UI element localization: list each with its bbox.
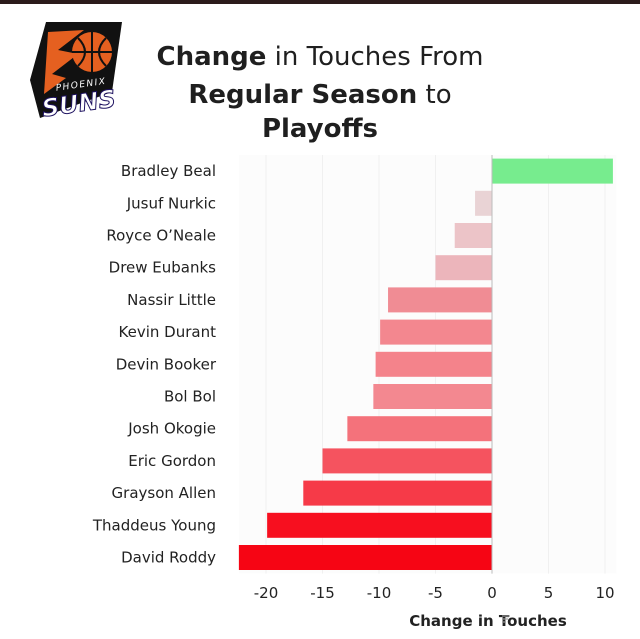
category-label: Josh Okogie [127,420,216,438]
title-word-change: Change [156,42,267,72]
x-tick-label: 10 [595,584,614,602]
category-label: Drew Eubanks [109,259,217,277]
category-label: Royce O’Neale [106,227,216,245]
category-label: Grayson Allen [112,484,216,502]
bar [380,319,492,345]
sort-descending-icon[interactable] [502,615,510,623]
category-label: David Roddy [121,549,216,567]
bar [373,384,492,409]
bar [375,351,492,377]
title-word-playoffs: Playoffs [261,114,379,144]
title-text-in-touches-from: in Touches From [266,42,484,72]
bar [454,223,492,248]
bar [303,480,492,506]
bar [347,416,492,442]
bar [475,190,492,216]
bar [322,448,492,474]
bar [238,545,492,570]
bar [492,158,613,184]
x-tick-label: 5 [544,584,554,602]
category-label: Bradley Beal [121,162,216,180]
category-label: Devin Booker [116,355,217,373]
category-label: Thaddeus Young [92,516,216,534]
category-label: Kevin Durant [119,323,217,341]
phoenix-suns-logo: PHOENIX SUNS [30,22,122,120]
title-word-to: to [417,80,452,110]
top-rule [0,0,640,4]
x-tick-label: -15 [310,584,335,602]
x-tick-label: -5 [428,584,443,602]
chart-title-line-1: Change in Touches From [130,40,510,74]
x-tick-label: -20 [254,584,279,602]
bar [388,287,492,313]
bar [267,512,492,538]
x-tick-label: 0 [487,584,497,602]
category-label: Bol Bol [164,388,216,406]
basketball-seams-icon [72,32,112,72]
category-label: Nassir Little [127,291,216,309]
logo-main-text: SUNS [40,85,117,120]
x-tick-label: -10 [367,584,392,602]
bar [435,255,492,281]
category-label: Eric Gordon [128,452,216,470]
title-word-regular-season: Regular Season [188,80,418,110]
chart-title-line-2: Regular Season to Playoffs [130,78,510,146]
logo-orange-flame [44,30,84,94]
category-label: Jusuf Nurkic [126,194,216,212]
x-axis-title: Change in Touches [409,612,567,630]
